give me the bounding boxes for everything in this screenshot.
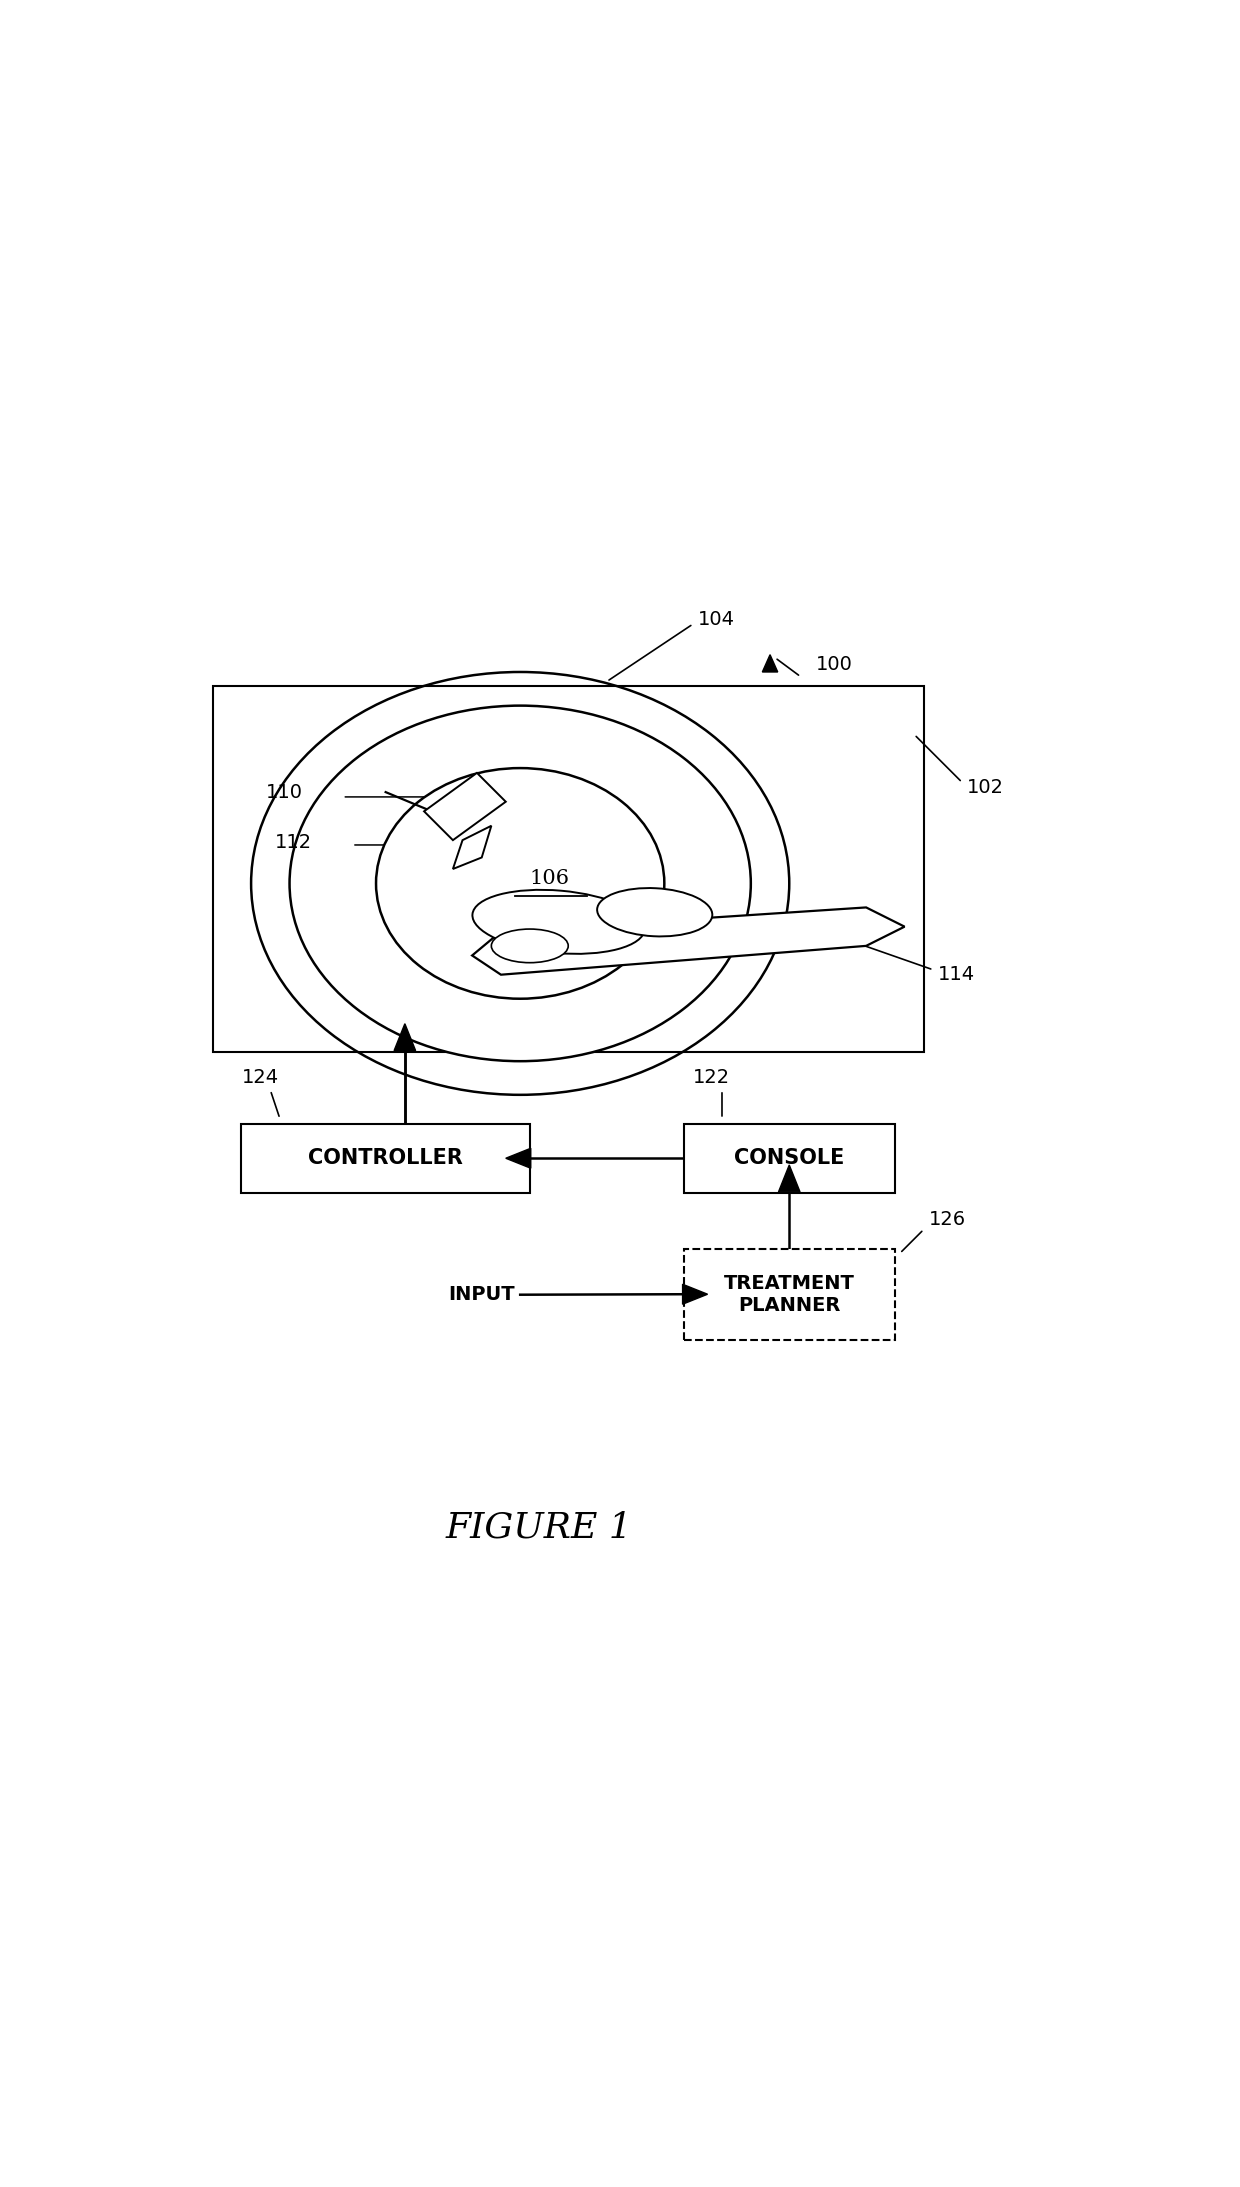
Bar <box>683 1249 895 1341</box>
Polygon shape <box>424 772 506 840</box>
Text: 104: 104 <box>698 610 735 628</box>
Bar <box>213 687 924 1052</box>
Ellipse shape <box>472 890 645 954</box>
Polygon shape <box>682 1284 708 1303</box>
Text: 110: 110 <box>265 783 303 803</box>
Polygon shape <box>779 1166 800 1192</box>
Ellipse shape <box>598 888 712 936</box>
Text: FIGURE 1: FIGURE 1 <box>446 1511 632 1544</box>
Text: TREATMENT
PLANNER: TREATMENT PLANNER <box>724 1273 854 1314</box>
Text: CONSOLE: CONSOLE <box>734 1148 844 1168</box>
Ellipse shape <box>376 768 665 999</box>
Ellipse shape <box>491 929 568 962</box>
Text: 126: 126 <box>929 1209 966 1229</box>
Polygon shape <box>394 1024 415 1050</box>
Polygon shape <box>453 827 491 868</box>
Polygon shape <box>763 654 777 671</box>
Polygon shape <box>506 1148 531 1168</box>
Text: 106: 106 <box>529 868 569 888</box>
Text: 102: 102 <box>967 779 1004 796</box>
Ellipse shape <box>290 706 751 1061</box>
Polygon shape <box>472 908 905 975</box>
Text: INPUT: INPUT <box>449 1286 516 1303</box>
Text: 122: 122 <box>693 1067 730 1087</box>
Text: 112: 112 <box>275 833 312 851</box>
Text: 114: 114 <box>939 964 976 984</box>
Bar <box>683 1124 895 1192</box>
Text: 124: 124 <box>242 1067 279 1087</box>
Text: 100: 100 <box>816 654 853 674</box>
Bar <box>242 1124 529 1192</box>
Text: CONTROLLER: CONTROLLER <box>309 1148 463 1168</box>
